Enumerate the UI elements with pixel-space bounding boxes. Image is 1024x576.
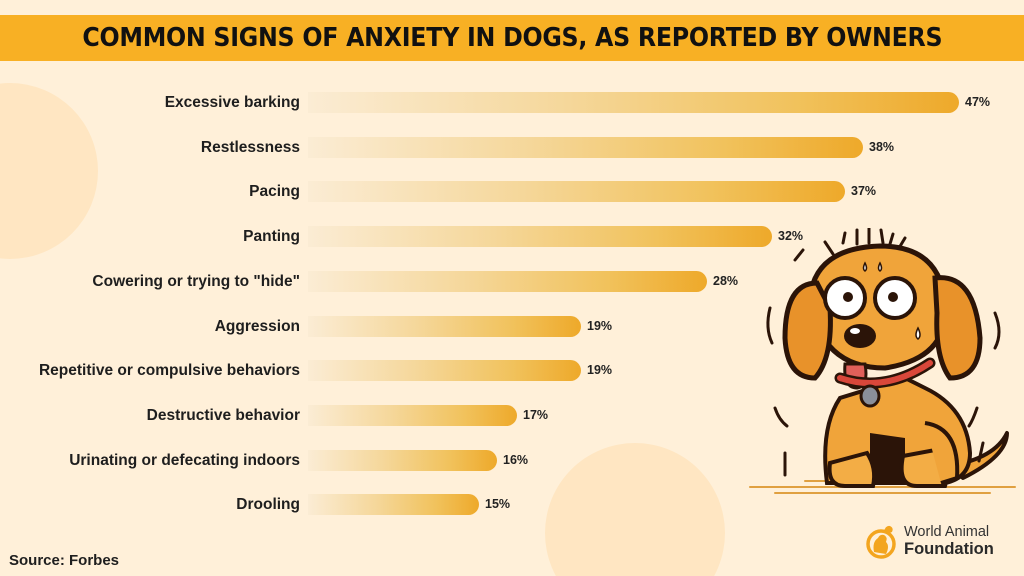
bar-row: Urinating or defecating indoors 16% bbox=[0, 449, 1024, 471]
bar-label: Excessive barking bbox=[164, 94, 300, 111]
bar-label: Cowering or trying to "hide" bbox=[92, 272, 300, 290]
bar-row: Aggression 19% bbox=[0, 315, 1024, 337]
bar bbox=[308, 181, 845, 203]
bar-value: 38% bbox=[869, 139, 895, 154]
bar-value: 16% bbox=[503, 452, 529, 467]
bar-row: Drooling 15% bbox=[0, 494, 1024, 516]
bar-row: Restlessness 38% bbox=[0, 136, 1024, 158]
bar-value: 15% bbox=[485, 497, 511, 512]
bar bbox=[308, 136, 863, 158]
bar-label: Panting bbox=[243, 228, 300, 246]
world-animal-foundation-logo: World Animal Foundation bbox=[866, 522, 994, 560]
bar-value: 32% bbox=[778, 229, 804, 244]
bar bbox=[308, 360, 581, 382]
bar-label: Drooling bbox=[236, 496, 300, 514]
bar-label: Restlessness bbox=[200, 138, 300, 156]
source-note: Source: Forbes bbox=[9, 552, 120, 569]
bar-label: Repetitive or compulsive behaviors bbox=[38, 362, 300, 380]
bar bbox=[308, 494, 479, 516]
bar-value: 28% bbox=[713, 273, 739, 288]
bar-value: 19% bbox=[587, 363, 613, 378]
bar-value: 37% bbox=[851, 184, 877, 199]
logo-line-1: World Animal bbox=[904, 523, 990, 540]
anxious-dog-illustration-icon bbox=[749, 228, 1016, 494]
bar-value: 17% bbox=[523, 407, 549, 422]
bar bbox=[308, 270, 707, 292]
decorative-circle-bottom bbox=[545, 443, 725, 576]
bar bbox=[308, 92, 959, 113]
bar-label: Aggression bbox=[214, 317, 300, 335]
bar bbox=[308, 226, 772, 248]
bar-row: Excessive barking 47% bbox=[0, 92, 1024, 113]
bar-label: Urinating or defecating indoors bbox=[69, 451, 300, 469]
bar bbox=[308, 449, 497, 471]
logo-line-2: Foundation bbox=[904, 540, 994, 558]
bar-row: Repetitive or compulsive behaviors 19% bbox=[0, 360, 1024, 382]
bar-row: Destructive behavior 17% bbox=[0, 404, 1024, 426]
bar-row: Panting 32% bbox=[0, 226, 1024, 248]
title-band: COMMON SIGNS OF ANXIETY IN DOGS, AS REPO… bbox=[0, 15, 1024, 61]
bar-row: Pacing 37% bbox=[0, 181, 1024, 203]
bar bbox=[308, 315, 581, 337]
bar-label: Pacing bbox=[249, 183, 300, 201]
bar bbox=[308, 404, 517, 426]
chart-title: COMMON SIGNS OF ANXIETY IN DOGS, AS REPO… bbox=[82, 23, 942, 53]
bar-value: 47% bbox=[965, 95, 991, 109]
bar-label: Destructive behavior bbox=[146, 406, 300, 424]
bar-row: Cowering or trying to "hide" 28% bbox=[0, 270, 1024, 292]
dog-bird-circle-logo-icon bbox=[866, 525, 896, 559]
bar-value: 19% bbox=[587, 318, 613, 333]
